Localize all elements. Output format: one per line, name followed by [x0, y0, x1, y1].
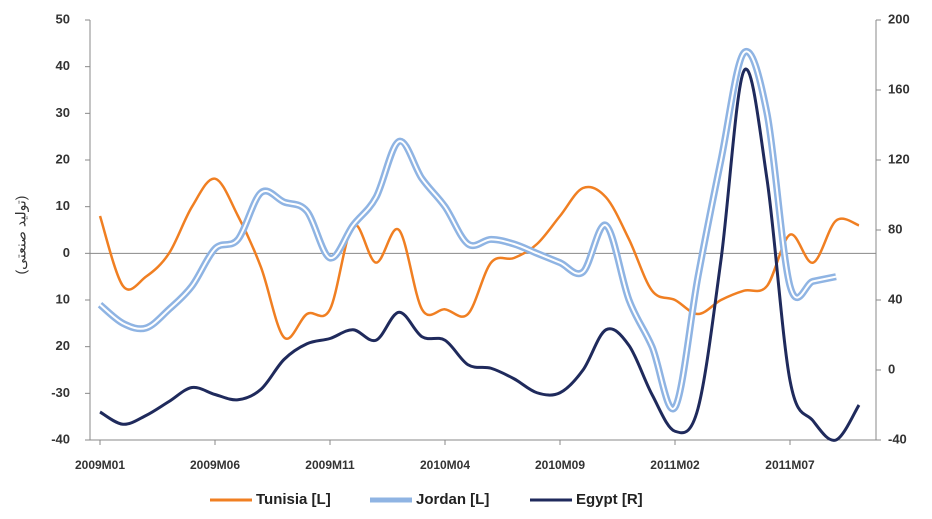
y2-tick-label: 120	[888, 151, 910, 166]
line	[98, 177, 860, 341]
y2-tick-label: 80	[888, 221, 902, 236]
x-tick-label: 2009M01	[75, 458, 125, 472]
line-highlight	[99, 50, 837, 410]
y-tick-label: 30	[56, 105, 70, 120]
y-tick-label: 40	[56, 58, 70, 73]
y2-tick-label: 160	[888, 81, 910, 96]
x-tick-label: 2010M04	[420, 458, 470, 472]
y-tick-label: -40	[51, 431, 70, 446]
x-tick-label: 2009M06	[190, 458, 240, 472]
legend-label: Egypt [R]	[576, 491, 643, 508]
y-tick-label: 0	[63, 245, 70, 260]
y-tick-label: -30	[51, 385, 70, 400]
y-tick-label: 10	[56, 198, 70, 213]
x-tick-label: 2010M09	[535, 458, 585, 472]
y-tick-label: 20	[56, 151, 70, 166]
x-tick-label: 2011M02	[650, 458, 700, 472]
x-tick-label: 2009M11	[305, 458, 355, 472]
y-tick-label: 10	[56, 291, 70, 306]
x-tick-label: 2011M07	[765, 458, 815, 472]
legend-label: Jordan [L]	[416, 491, 489, 508]
y-tick-label: 50	[56, 11, 70, 26]
y2-tick-label: -40	[888, 431, 907, 446]
legend-label: Tunisia [L]	[256, 491, 331, 508]
y2-tick-label: 40	[888, 291, 902, 306]
y2-tick-label: 0	[888, 361, 895, 376]
line	[99, 67, 861, 442]
y-tick-label: 20	[56, 338, 70, 353]
y2-tick-label: 200	[888, 11, 910, 26]
y-axis-label: (تولید صنعتی)	[13, 196, 30, 275]
legend: Tunisia [L] Jordan [L] Egypt [R]	[210, 491, 643, 508]
